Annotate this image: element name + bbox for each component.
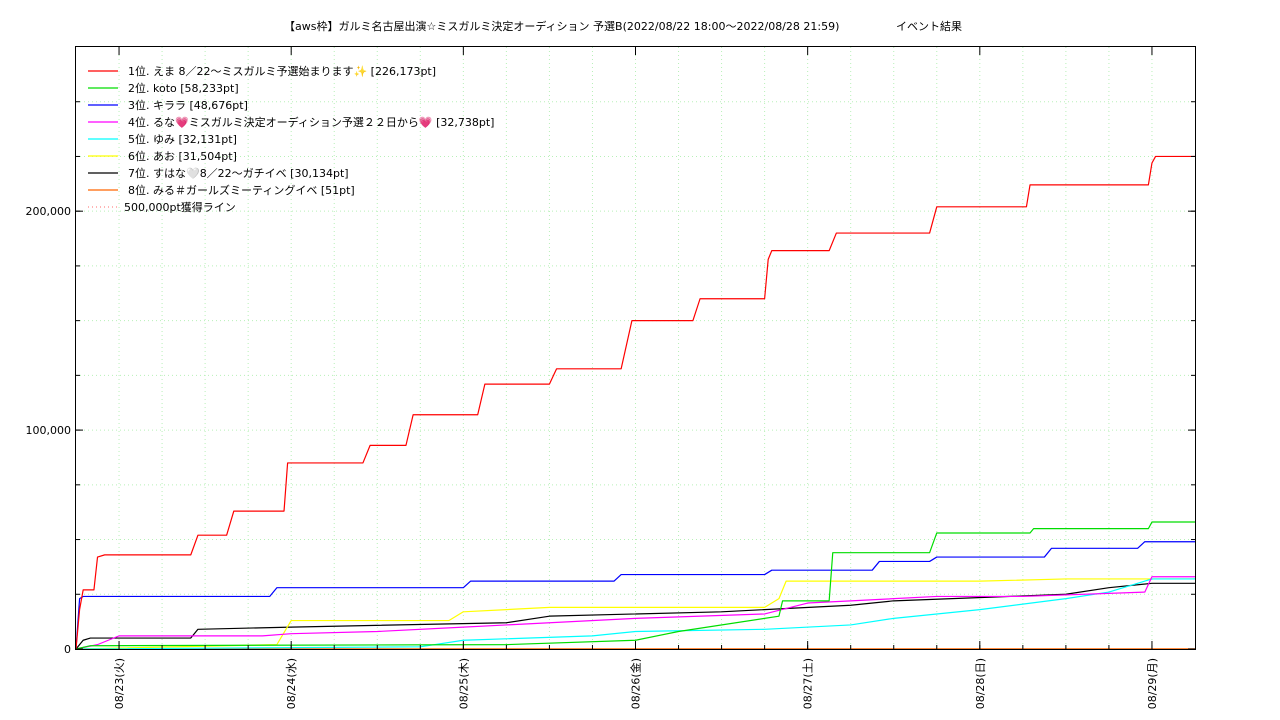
legend-label: 6位. あお [31,504pt] [128,149,237,163]
series-line [75,582,1195,650]
x-tick-label: 08/24(水) [285,658,298,709]
y-tick-label: 0 [64,643,71,656]
legend-label: 2位. koto [58,233pt] [128,81,239,95]
legend-label: 5位. ゆみ [32,131pt] [128,132,237,146]
x-tick-label: 08/29(月) [1146,658,1159,709]
axis-ticks: 0 100,000 200,000 08/23(火) 08/24(水) 08/25(木) 0… [26,47,1195,709]
legend-label: 7位. すはな🤍8／22〜ガチイベ [30,134pt] [128,166,349,180]
series-line [75,578,1195,650]
chart-title: 【aws枠】ガルミ名古屋出演☆ミスガルミ決定オーディション 予選B(2022/0… [284,19,839,33]
series-line [75,541,1195,650]
x-tick-label: 08/28(日) [974,658,987,709]
series-line [75,155,1195,650]
legend-label: 1位. えま 8／22〜ミスガルミ予選始まります✨ [226,173pt] [128,64,436,78]
legend-label: 8位. みる＃ガールズミーティングイベ [51pt] [128,183,355,197]
y-tick-label: 200,000 [26,205,72,218]
chart-subtitle: イベント結果 [896,19,962,33]
series-group [75,155,1195,650]
series-line [75,521,1195,650]
x-tick-label: 08/23(火) [113,658,126,709]
legend: 1位. えま 8／22〜ミスガルミ予選始まります✨ [226,173pt] 2位.… [88,64,494,214]
legend-label: 500,000pt獲得ライン [124,201,236,214]
series-line [75,576,1195,650]
legend-label: 4位. るな💗ミスガルミ決定オーディション予選２２日から💗 [32,738pt] [128,115,494,129]
series-line [75,578,1195,650]
x-tick-label: 08/26(金) [629,658,643,709]
x-tick-label: 08/27(土) [802,658,815,709]
grid-lines [76,47,1195,649]
x-tick-label: 08/25(木) [457,658,470,709]
legend-label: 3位. キララ [48,676pt] [128,98,248,112]
y-tick-label: 100,000 [26,424,72,437]
plot-frame [75,46,1196,650]
